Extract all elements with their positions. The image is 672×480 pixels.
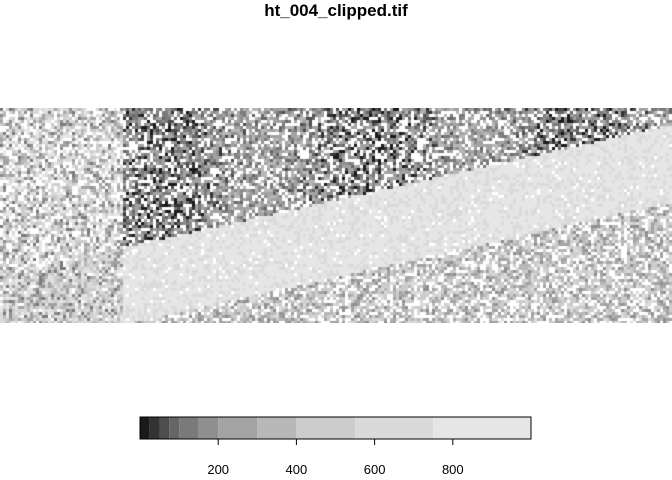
legend-svg: 200 400 600 800 xyxy=(139,416,532,477)
color-legend: 200 400 600 800 xyxy=(0,400,672,480)
legend-bin xyxy=(257,417,297,439)
legend-bin xyxy=(159,417,170,439)
map-title: ht_004_clipped.tif xyxy=(264,1,408,20)
legend-ticks: 200 400 600 800 xyxy=(207,439,464,477)
legend-bin xyxy=(296,417,356,439)
legend-bins xyxy=(140,417,531,439)
legend-bin xyxy=(140,417,150,439)
legend-bin xyxy=(355,417,434,439)
raster-canvas xyxy=(0,108,672,323)
legend-bin xyxy=(198,417,219,439)
legend-bin xyxy=(433,417,531,439)
legend-bin xyxy=(218,417,258,439)
legend-bin xyxy=(179,417,199,439)
legend-tick-label: 400 xyxy=(286,462,308,477)
legend-tick-label: 600 xyxy=(364,462,386,477)
legend-frame xyxy=(139,416,532,440)
legend-tick-label: 200 xyxy=(207,462,229,477)
legend-bin xyxy=(169,417,180,439)
legend-bin xyxy=(149,417,160,439)
legend-tick-label: 800 xyxy=(442,462,464,477)
raster-image xyxy=(0,108,672,323)
